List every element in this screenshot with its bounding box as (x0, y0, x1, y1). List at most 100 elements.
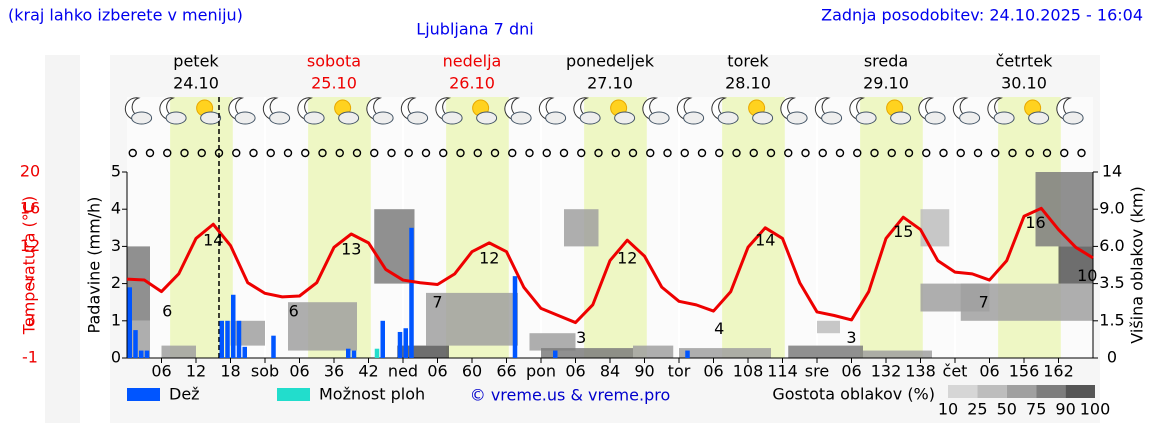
cloud-legend-label: 100 (1080, 400, 1111, 419)
temp-axis-title: Temperatura (°C) (20, 196, 39, 335)
cloud-block (288, 302, 357, 351)
cloud-icon (165, 111, 187, 125)
precip-bar (133, 330, 138, 358)
cloud-block (161, 345, 196, 358)
y2-tick-label: 6.0 (1099, 236, 1124, 255)
wind-symbol (439, 148, 448, 158)
wind-symbol (1060, 148, 1069, 158)
x-tick-label: 114 (767, 362, 798, 381)
wind-symbol (197, 148, 206, 158)
wind-symbol (1025, 148, 1034, 158)
y2-tick-label: 0 (1107, 348, 1117, 367)
wind-symbol (973, 148, 983, 158)
y-axis-title: Padavine (mm/h) (85, 197, 104, 334)
precip-bar (242, 346, 247, 358)
cloud-legend-label: 75 (1026, 400, 1046, 419)
wind-symbol (715, 148, 724, 158)
wind-symbol (508, 148, 517, 158)
wind-symbol (456, 148, 465, 158)
x-tick-label: pon (526, 362, 556, 381)
cloud-block (426, 292, 518, 346)
cloud-block (863, 350, 932, 358)
x-tick-label: 06 (289, 362, 309, 381)
day-name: nedelja (443, 52, 502, 71)
y2-tick-label: 9.0 (1099, 199, 1124, 218)
cloud-legend-label: 25 (967, 400, 987, 419)
wind-symbol (611, 148, 620, 158)
wind-symbol (801, 148, 810, 158)
precip-bar (553, 350, 558, 358)
wind-symbol (421, 148, 431, 158)
cloud-block (127, 320, 150, 358)
temp-tick-label: 12 (20, 236, 40, 255)
cloud-icon (131, 111, 153, 125)
x-tick-label: sob (251, 362, 279, 381)
update-time: Zadnja posodobitev: 24.10.2025 - 16:04 (821, 6, 1143, 25)
day-date: 25.10 (311, 74, 357, 93)
wind-symbol (266, 148, 275, 158)
cloud-icon (786, 111, 808, 125)
cloud-block (529, 333, 576, 351)
cloud-icon (752, 111, 774, 125)
wind-symbol (525, 148, 534, 158)
wind-symbol (956, 148, 965, 158)
wind-symbol (249, 148, 258, 158)
wind-symbol (853, 148, 862, 158)
cloud-icon (924, 111, 946, 125)
y-tick-label: 4 (111, 199, 121, 218)
wind-symbol (180, 148, 189, 158)
temp-label: 13 (341, 240, 361, 259)
wind-symbol (784, 148, 793, 158)
temp-tick-label: 20 (20, 162, 40, 181)
temp-label: 7 (979, 293, 989, 312)
temp-label: 14 (203, 231, 223, 250)
cloud-block (920, 209, 950, 247)
temp-label: 7 (432, 293, 442, 312)
x-tick-label: sre (805, 362, 829, 381)
x-tick-label: čet (943, 362, 968, 381)
temp-tick-label: 16 (20, 199, 40, 218)
precip-bar (219, 320, 224, 358)
temp-label: 10 (1077, 266, 1097, 285)
x-tick-label: 66 (496, 362, 516, 381)
day-name: ponedeljek (566, 52, 655, 71)
precip-bar (225, 320, 230, 358)
wind-symbol (663, 148, 672, 158)
x-tick-label: 156 (1009, 362, 1040, 381)
legend-swatch (277, 388, 310, 401)
cloud-legend-swatch (948, 385, 978, 398)
temp-tick-label: 7 (25, 273, 35, 292)
daylight-band (722, 97, 785, 358)
day-name: petek (173, 52, 219, 71)
temp-label: 15 (893, 222, 913, 241)
wind-symbol (766, 148, 776, 158)
cloud-icon (855, 111, 877, 125)
cloud-icon (234, 111, 256, 125)
cloud-icon (717, 111, 739, 125)
day-date: 29.10 (863, 74, 909, 93)
temp-label: 12 (479, 248, 499, 267)
x-tick-label: 162 (1043, 362, 1074, 381)
cloud-icon (890, 111, 912, 125)
cloud-icon (200, 111, 222, 125)
cloud-icon (303, 111, 325, 125)
y2-tick-label: 14 (1102, 162, 1122, 181)
wind-symbol (818, 148, 827, 158)
x-tick-label: 138 (905, 362, 936, 381)
precip-bar (231, 294, 236, 358)
cloud-icon (683, 111, 705, 125)
copyright: © vreme.us & vreme.pro (470, 386, 671, 405)
day-date: 26.10 (449, 74, 495, 93)
wind-symbol (1077, 148, 1086, 158)
x-tick-label: 132 (871, 362, 902, 381)
wind-symbol (473, 148, 482, 158)
wind-symbol (318, 148, 327, 158)
cloud-icon (545, 111, 567, 125)
precip-bar (144, 350, 150, 358)
x-tick-label: 06 (565, 362, 585, 381)
day-name: četrtek (996, 52, 1054, 71)
x-tick-label: 06 (841, 362, 861, 381)
cloud-legend-title: Gostota oblakov (%) (772, 385, 935, 404)
cloud-block (127, 246, 150, 321)
y-tick-label: 0 (111, 348, 121, 367)
